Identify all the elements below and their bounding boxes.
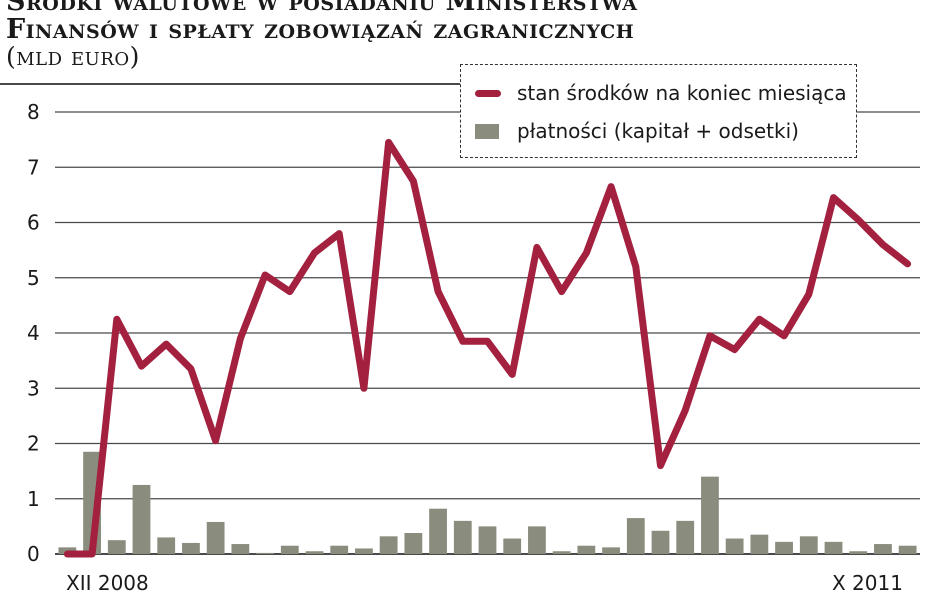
y-tick-label: 7 bbox=[27, 155, 40, 179]
bar bbox=[528, 526, 546, 554]
bar bbox=[453, 520, 472, 554]
bar bbox=[849, 551, 868, 554]
bar bbox=[404, 533, 423, 554]
bar bbox=[725, 538, 744, 554]
y-tick-label: 5 bbox=[27, 266, 40, 290]
bar bbox=[898, 545, 917, 554]
y-tick-labels: 0 1 2 3 4 5 6 7 8 bbox=[27, 100, 40, 566]
x-start-label: XII 2008 bbox=[66, 571, 149, 595]
bar bbox=[701, 476, 719, 554]
bar bbox=[824, 541, 843, 554]
bar bbox=[626, 518, 645, 554]
y-tick-label: 1 bbox=[27, 487, 40, 511]
chart-title-line-2: Finansów i spłaty zobowiązań zagraniczny… bbox=[6, 14, 635, 45]
bar bbox=[132, 484, 151, 554]
line-series bbox=[63, 138, 912, 558]
bar bbox=[379, 536, 398, 554]
x-end-label: X 2011 bbox=[832, 571, 903, 595]
legend-item-bars: płatności (kapitał + odsetki) bbox=[475, 119, 799, 143]
bar bbox=[355, 548, 373, 554]
bar bbox=[182, 542, 200, 554]
y-tick-label: 8 bbox=[27, 100, 40, 124]
legend-item-line: stan środków na koniec miesiąca bbox=[475, 81, 847, 105]
y-tick-label: 3 bbox=[27, 376, 40, 400]
bar bbox=[503, 538, 522, 554]
legend-bar-swatch bbox=[475, 123, 499, 139]
bar bbox=[157, 537, 176, 554]
y-tick-label: 2 bbox=[27, 432, 40, 456]
bar bbox=[577, 545, 596, 554]
grid-lines bbox=[55, 111, 920, 555]
y-tick-label: 0 bbox=[27, 542, 40, 566]
bar bbox=[330, 545, 349, 554]
legend: stan środków na koniec miesiąca płatnośc… bbox=[460, 64, 857, 158]
bar bbox=[799, 536, 818, 554]
bar bbox=[280, 545, 299, 554]
bar bbox=[256, 552, 274, 554]
bar bbox=[651, 530, 670, 554]
chart-title-line-1: Środki walutowe w posiadaniu Ministerstw… bbox=[6, 0, 638, 17]
bar bbox=[874, 544, 892, 554]
bar bbox=[750, 534, 769, 554]
bar bbox=[478, 526, 497, 554]
bar bbox=[206, 521, 225, 554]
bar bbox=[775, 541, 793, 554]
y-tick-label: 6 bbox=[27, 211, 40, 235]
chart-subtitle-unit: (mld euro) bbox=[6, 42, 140, 71]
bar bbox=[602, 547, 620, 554]
legend-line-label: stan środków na koniec miesiąca bbox=[517, 81, 847, 105]
bar-series bbox=[58, 451, 917, 554]
bar bbox=[305, 551, 324, 554]
legend-line-swatch bbox=[475, 89, 501, 97]
y-tick-label: 4 bbox=[27, 321, 40, 345]
bar bbox=[676, 520, 695, 554]
bar bbox=[107, 540, 126, 554]
legend-bar-label: płatności (kapitał + odsetki) bbox=[517, 119, 799, 143]
bar bbox=[552, 551, 571, 554]
bar bbox=[231, 544, 250, 554]
bar bbox=[429, 508, 447, 554]
